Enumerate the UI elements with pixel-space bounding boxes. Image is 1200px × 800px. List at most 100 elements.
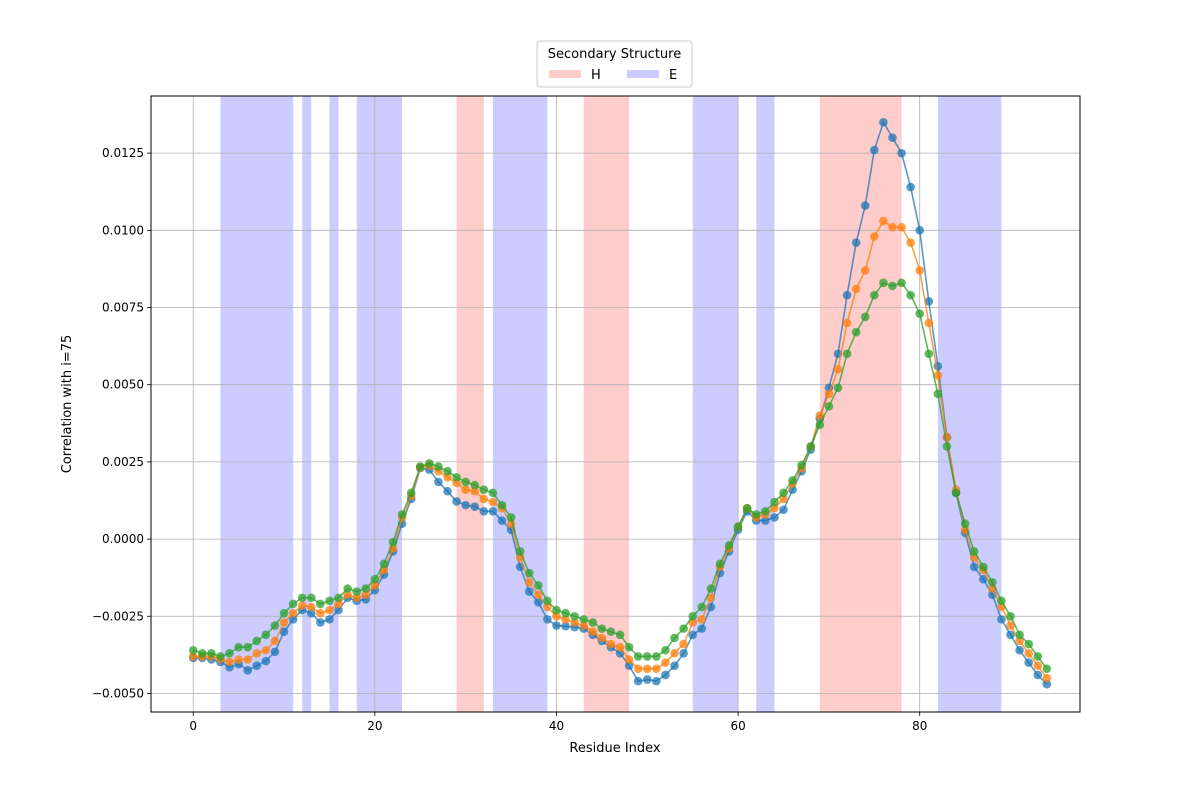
data-point xyxy=(988,578,997,587)
data-point xyxy=(1024,658,1033,667)
data-point xyxy=(897,222,906,232)
data-point xyxy=(370,574,380,584)
data-point xyxy=(579,621,589,630)
data-point xyxy=(688,611,697,621)
data-point xyxy=(270,647,280,657)
x-tick-label: 80 xyxy=(912,719,927,733)
data-point xyxy=(870,290,879,300)
x-tick-label: 0 xyxy=(189,719,197,733)
data-point xyxy=(352,587,361,596)
data-point xyxy=(824,402,834,411)
data-point xyxy=(479,506,489,516)
data-point xyxy=(679,624,688,633)
data-point xyxy=(679,649,688,658)
data-point xyxy=(443,486,452,496)
data-point xyxy=(1015,645,1024,655)
legend-swatch-e xyxy=(627,70,659,78)
data-point xyxy=(715,559,725,569)
data-point xyxy=(615,642,625,652)
data-point xyxy=(1024,639,1033,649)
y-tick-label: −0.0025 xyxy=(92,609,144,623)
data-point xyxy=(942,442,952,451)
data-point xyxy=(815,411,825,420)
data-point xyxy=(997,596,1006,606)
data-point xyxy=(624,661,634,670)
y-axis-ticks: −0.0050 −0.0025 0.0000 0.0025 0.0050 0.0075 0.… xyxy=(92,146,151,700)
data-point xyxy=(761,506,770,516)
data-point xyxy=(606,627,616,637)
region-e-8 xyxy=(756,96,775,712)
data-point xyxy=(915,309,925,318)
data-point xyxy=(297,601,307,610)
data-point xyxy=(997,615,1006,624)
data-point xyxy=(188,645,198,655)
data-point xyxy=(524,587,534,596)
data-point xyxy=(234,655,243,664)
data-point xyxy=(652,676,661,686)
data-point xyxy=(897,278,906,288)
data-point xyxy=(770,513,779,522)
data-point xyxy=(1042,673,1052,683)
data-point xyxy=(325,605,334,615)
data-point xyxy=(1042,664,1052,674)
data-point xyxy=(488,497,498,507)
x-axis-label: Residue Index xyxy=(569,741,661,756)
data-point xyxy=(270,636,280,646)
x-tick-label: 60 xyxy=(730,719,745,733)
data-point xyxy=(1006,630,1015,640)
data-point xyxy=(751,510,761,519)
data-point xyxy=(406,488,416,498)
data-point xyxy=(497,516,507,525)
data-point xyxy=(279,618,289,627)
data-point xyxy=(588,618,598,627)
data-point xyxy=(207,649,216,658)
data-point xyxy=(924,349,934,359)
data-point xyxy=(316,608,325,618)
data-point xyxy=(325,615,334,624)
data-point xyxy=(842,349,852,359)
y-tick-label: 0.0050 xyxy=(102,378,144,392)
data-point xyxy=(388,537,398,547)
data-point xyxy=(706,593,716,603)
data-point xyxy=(851,284,861,294)
data-point xyxy=(833,364,843,374)
data-point xyxy=(642,652,652,661)
data-point xyxy=(334,599,343,609)
data-point xyxy=(361,590,371,599)
data-point xyxy=(788,476,797,485)
data-point xyxy=(960,519,970,528)
y-tick-label: 0.0100 xyxy=(102,223,144,237)
y-tick-label: −0.0050 xyxy=(92,686,144,700)
data-point xyxy=(188,652,198,661)
data-point xyxy=(870,232,879,241)
y-tick-label: 0.0075 xyxy=(102,301,144,315)
data-point xyxy=(479,485,489,494)
data-point xyxy=(624,642,634,652)
data-point xyxy=(316,599,325,609)
data-point xyxy=(552,611,561,621)
data-point xyxy=(761,516,770,525)
region-e-5 xyxy=(492,96,548,712)
x-tick-label: 20 xyxy=(367,719,382,733)
data-point xyxy=(897,148,906,158)
data-point xyxy=(779,505,788,515)
data-point xyxy=(870,145,879,155)
data-point xyxy=(706,584,716,593)
data-point xyxy=(724,540,734,550)
data-point xyxy=(297,593,307,603)
y-axis-label: Correlation with i=75 xyxy=(60,335,75,474)
data-point xyxy=(1006,611,1015,621)
plot-frame xyxy=(150,95,1081,713)
data-point xyxy=(470,502,480,511)
data-point xyxy=(797,460,806,470)
data-point xyxy=(534,590,543,599)
data-point xyxy=(461,485,470,494)
data-point xyxy=(543,602,552,612)
data-point xyxy=(1042,679,1052,689)
data-point xyxy=(779,494,788,504)
data-point xyxy=(288,608,298,618)
data-point xyxy=(1006,621,1015,630)
data-point xyxy=(343,590,352,599)
data-point xyxy=(225,649,234,658)
data-point xyxy=(552,605,561,615)
